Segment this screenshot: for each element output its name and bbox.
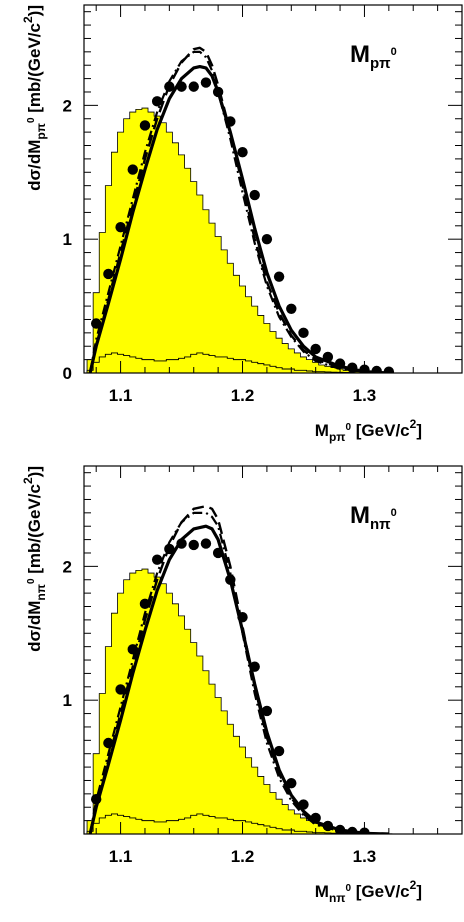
x-tick-label: 1.3 [353,386,377,405]
chart-panel-top: 1.1 1.2 1.3 0 1 2 Mpπ0 [GeV/c2] dσ/dMpπ0 [mb/(G… [21,4,463,444]
data-point [90,318,102,329]
histogram-filled [86,107,405,373]
x-tick-label: 1.3 [353,847,377,866]
plot-frame [83,465,463,835]
data-point [310,812,321,824]
data-point [273,271,285,282]
data-point [151,554,163,565]
data-point [164,81,175,92]
x-tick-label: 1.2 [231,847,255,866]
data-point [322,820,334,832]
y-tick-label: 2 [63,557,72,576]
x-tick-label: 1.1 [109,386,133,405]
x-tick-label: 1.1 [109,847,133,866]
data-point [298,799,309,810]
data-point [310,343,321,355]
histogram-thin [86,352,405,373]
y-axis-title: dσ/dMpπ0 [mb/(GeV/c2)] [21,5,48,191]
x-axis-title: Mpπ0 [GeV/c2] [315,417,422,444]
x-axis: 1.1 1.2 1.3 [95,5,463,405]
x-axis-title: Mnπ0 [GeV/c2] [315,878,422,905]
data-points [90,538,370,834]
plot-area [86,46,405,373]
data-point [103,268,114,280]
data-point [225,574,236,585]
data-point [176,538,187,549]
y-tick-label: 2 [63,96,72,115]
data-point [188,81,199,92]
data-point [237,612,248,623]
plot-frame [83,4,463,374]
plot-area [86,504,405,834]
x-tick-label: 1.2 [231,386,255,405]
data-point [261,705,273,717]
data-point [273,745,285,757]
y-tick-label: 1 [63,230,72,249]
y-axis-title: dσ/dMnπ0 [mb/(GeV/c2)] [21,466,48,652]
chart-svg-top: 1.1 1.2 1.3 0 1 2 Mpπ0 [GeV/c2] dσ/dMpπ0 [mb/(G… [21,4,463,444]
data-point [334,358,346,369]
data-point [139,598,151,610]
data-point [200,538,212,549]
data-point [261,233,273,245]
data-point [200,77,212,88]
data-point [188,539,199,551]
data-point [371,365,382,373]
data-point [115,684,126,695]
data-point [212,86,224,98]
histogram-filled [86,568,405,834]
data-point [286,777,297,789]
curve-solid [88,524,389,834]
y-axis: 0 1 2 [63,11,462,383]
data-point [103,737,114,749]
data-point [212,547,224,559]
data-point [225,116,236,127]
y-tick-label: 1 [63,691,72,710]
data-point [127,644,138,655]
curve-dashdot [89,511,389,834]
data-point [164,543,175,555]
data-point [115,221,126,233]
data-point [127,164,138,175]
data-point [176,81,187,92]
data-point [286,303,297,314]
x-axis: 1.1 1.2 1.3 [95,466,463,866]
curve-solid [88,64,389,373]
data-point [151,96,163,107]
data-point [90,794,102,805]
data-point [347,362,358,373]
curve-dashed [88,504,389,834]
data-point [139,120,151,131]
curve-dashdot [89,50,389,373]
data-points [90,77,395,373]
data-point [322,351,334,363]
panel-label: Mpπ0 [350,41,397,72]
data-point [298,327,309,339]
data-point [347,826,358,834]
y-axis: 12 [63,472,462,835]
y-tick-label: 0 [63,364,72,383]
data-point [249,661,260,672]
data-point [237,147,248,158]
chart-panel-bottom: 1.1 1.2 1.3 1 2 Mnπ0 [GeV/c2] dσ/dMnπ0 [mb/(Ge… [0,461,464,922]
data-point [249,189,260,201]
panel-label: Mnπ0 [350,502,397,533]
